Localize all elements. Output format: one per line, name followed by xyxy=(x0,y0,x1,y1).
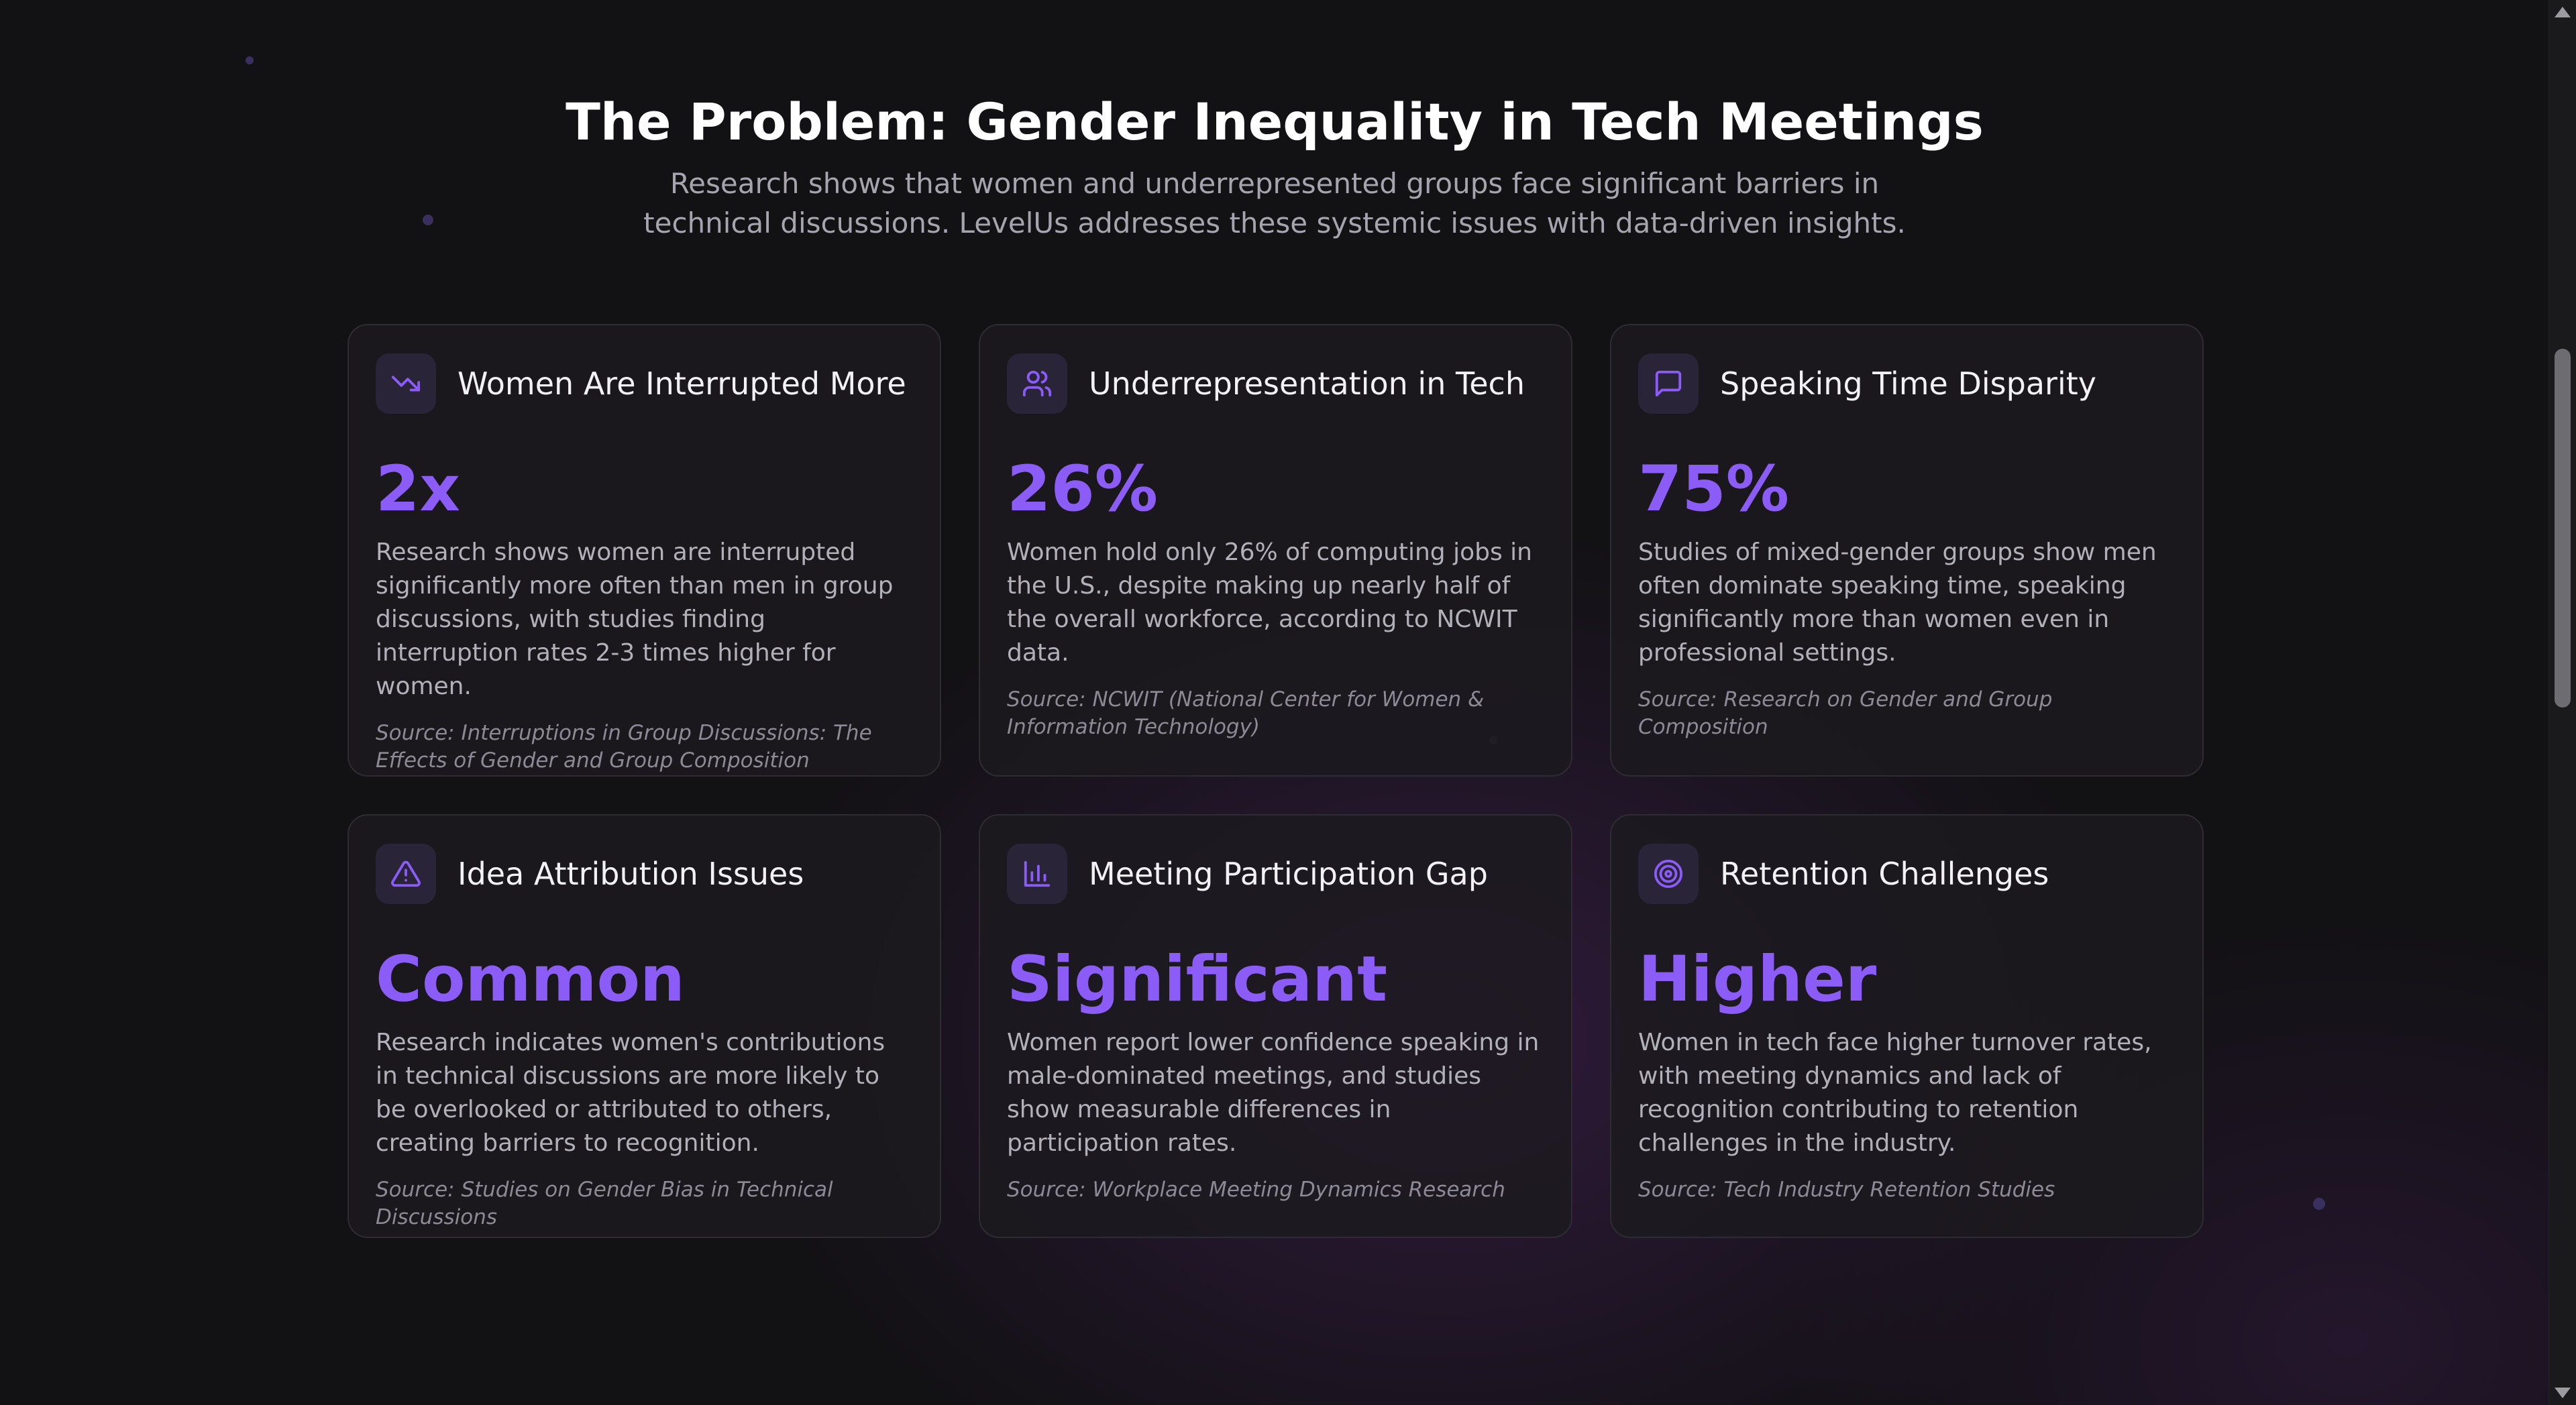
card-description: Women hold only 26% of computing jobs in… xyxy=(1007,539,1532,667)
alert-triangle-icon xyxy=(376,844,436,904)
card-description: Women in tech face higher turnover rates… xyxy=(1638,1029,2152,1157)
background-particle xyxy=(423,215,433,225)
stat-card-interruptions: Women Are Interrupted More 2x Research s… xyxy=(347,324,941,777)
card-stat: Common xyxy=(376,943,685,1016)
section-title: The Problem: Gender Inequality in Tech M… xyxy=(566,92,1984,152)
card-title: Idea Attribution Issues xyxy=(458,856,804,892)
card-source: Source: Workplace Meeting Dynamics Resea… xyxy=(1007,1178,1505,1202)
scrollbar-thumb[interactable] xyxy=(2555,349,2571,708)
stats-grid: Women Are Interrupted More 2x Research s… xyxy=(347,324,2204,1238)
card-title: Retention Challenges xyxy=(1720,856,2049,892)
card-source: Source: Research on Gender and Group Com… xyxy=(1638,687,2053,739)
users-icon xyxy=(1007,353,1067,414)
bar-chart-icon xyxy=(1007,844,1067,904)
background-particle xyxy=(2313,1198,2325,1210)
stat-card-underrepresentation: Underrepresentation in Tech 26% Women ho… xyxy=(979,324,1572,777)
message-square-icon xyxy=(1638,353,1699,414)
card-description: Research shows women are interrupted sig… xyxy=(376,539,894,700)
scroll-up-arrow-icon[interactable] xyxy=(2555,7,2571,17)
card-stat: 2x xyxy=(376,453,461,526)
card-stat: 75% xyxy=(1638,453,1789,526)
scroll-down-arrow-icon[interactable] xyxy=(2555,1388,2571,1398)
card-title: Speaking Time Disparity xyxy=(1720,366,2096,402)
stat-card-participation-gap: Meeting Participation Gap Significant Wo… xyxy=(979,814,1572,1238)
card-description: Research indicates women's contributions… xyxy=(376,1029,885,1157)
card-description: Women report lower confidence speaking i… xyxy=(1007,1029,1540,1157)
card-stat: Higher xyxy=(1638,943,1877,1016)
card-title: Women Are Interrupted More xyxy=(458,366,906,402)
card-source: Source: Tech Industry Retention Studies xyxy=(1638,1178,2055,1202)
card-source: Source: NCWIT (National Center for Women… xyxy=(1007,687,1485,739)
card-title: Underrepresentation in Tech xyxy=(1089,366,1525,402)
card-stat: 26% xyxy=(1007,453,1158,526)
card-description: Studies of mixed-gender groups show men … xyxy=(1638,539,2157,667)
stat-card-speaking-time: Speaking Time Disparity 75% Studies of m… xyxy=(1610,324,2204,777)
vertical-scrollbar[interactable] xyxy=(2548,0,2576,1405)
section-subtitle: Research shows that women and underrepre… xyxy=(643,167,1906,239)
background-particle xyxy=(246,56,254,64)
stat-card-idea-attribution: Idea Attribution Issues Common Research … xyxy=(347,814,941,1238)
trending-down-icon xyxy=(376,353,436,414)
card-source: Source: Studies on Gender Bias in Techni… xyxy=(376,1178,833,1229)
card-title: Meeting Participation Gap xyxy=(1089,856,1488,892)
card-source: Source: Interruptions in Group Discussio… xyxy=(376,721,872,773)
card-stat: Significant xyxy=(1007,943,1388,1016)
target-icon xyxy=(1638,844,1699,904)
stat-card-retention: Retention Challenges Higher Women in tec… xyxy=(1610,814,2204,1238)
